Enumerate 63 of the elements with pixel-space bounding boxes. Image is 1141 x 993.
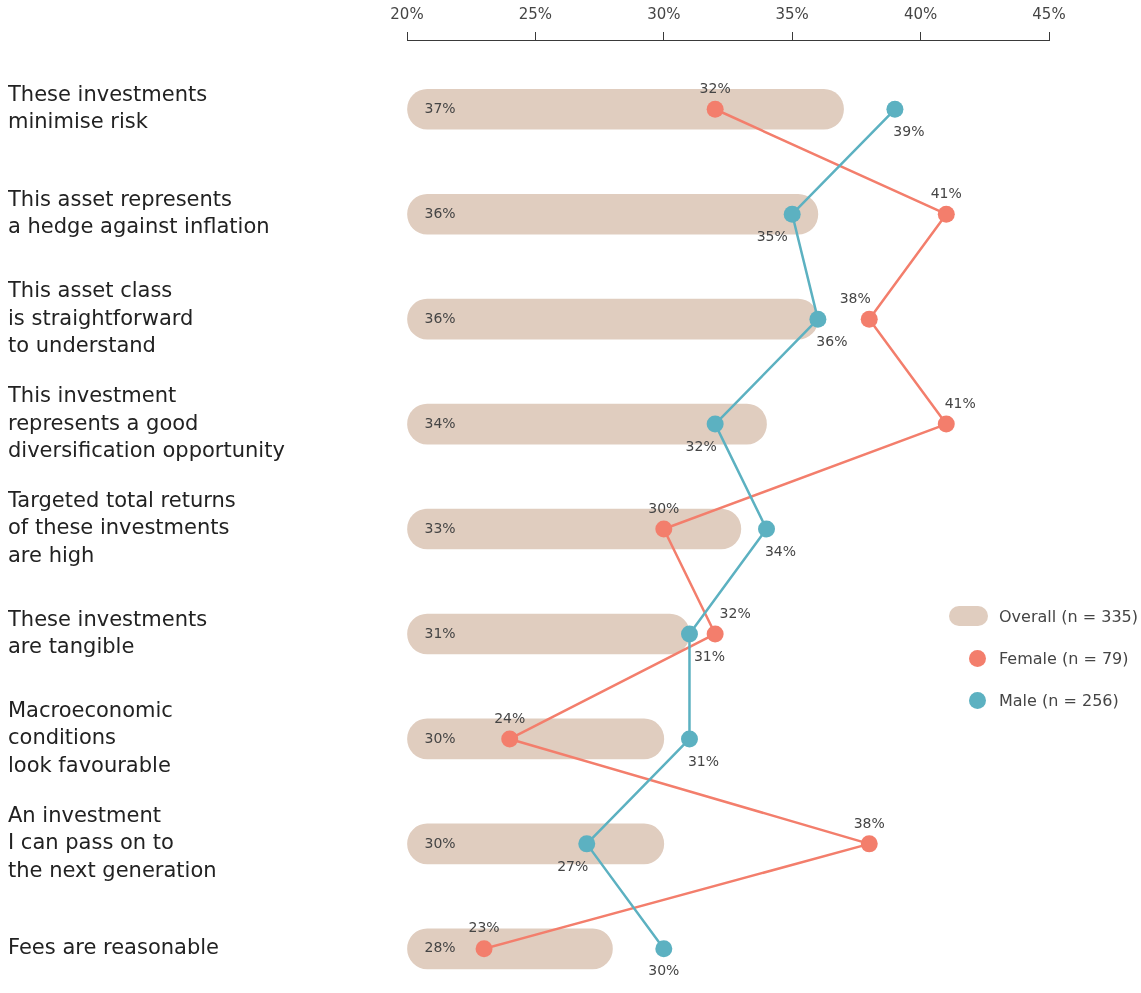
- point: [655, 940, 673, 958]
- point: [886, 100, 904, 118]
- point: [501, 730, 519, 748]
- data-label: 32%: [699, 79, 731, 96]
- point: [706, 100, 724, 118]
- data-label: 30%: [424, 834, 456, 851]
- data-label: 36%: [424, 204, 456, 221]
- data-label: 31%: [693, 647, 726, 664]
- point: [783, 205, 801, 223]
- y-tick-label: Fees are reasonable: [8, 935, 220, 960]
- point: [706, 625, 724, 643]
- legend-label: Female (n = 79): [999, 648, 1129, 668]
- data-label: 27%: [557, 857, 589, 874]
- point: [578, 835, 596, 853]
- point: [680, 730, 698, 748]
- data-label: 30%: [648, 962, 680, 979]
- point: [758, 520, 776, 538]
- data-label: 30%: [424, 729, 456, 746]
- point: [475, 940, 493, 958]
- data-label: 36%: [816, 332, 848, 349]
- point: [809, 310, 827, 328]
- data-label: 38%: [853, 814, 885, 831]
- data-label: 32%: [719, 604, 751, 621]
- y-tick-label: This investment represents a good diversification opportunity: [7, 383, 285, 462]
- x-tick-label: 45%: [1032, 4, 1066, 23]
- x-tick-label: 40%: [903, 4, 938, 23]
- x-tick-label: 35%: [775, 4, 809, 23]
- data-label: 41%: [944, 394, 976, 411]
- y-tick-label: An investment I can pass on to the next generation: [8, 803, 217, 882]
- point: [860, 835, 878, 853]
- data-label: 37%: [424, 99, 456, 116]
- data-label: 39%: [893, 122, 925, 139]
- legend-label: Overall (n = 335): [999, 606, 1139, 626]
- data-label: 35%: [756, 227, 788, 244]
- data-label: 23%: [468, 919, 500, 936]
- data-label: 28%: [424, 939, 456, 956]
- data-label: 32%: [685, 437, 717, 454]
- point: [680, 625, 698, 643]
- data-label: 38%: [839, 289, 871, 306]
- y-tick-label: This asset class is straightforward to understand: [7, 278, 194, 357]
- data-label: 34%: [764, 542, 797, 559]
- data-label: 30%: [648, 499, 680, 516]
- y-tick-label: These investments minimise risk: [7, 82, 208, 134]
- data-label: 36%: [424, 309, 456, 326]
- y-tick-label: These investments are tangible: [7, 606, 208, 659]
- x-tick-label: 30%: [647, 4, 681, 23]
- point: [937, 205, 955, 223]
- data-label: 34%: [424, 414, 456, 431]
- data-label: 24%: [494, 709, 526, 726]
- data-label: 33%: [424, 519, 456, 536]
- data-label: 41%: [930, 184, 962, 201]
- legend-label: Male (n = 256): [999, 690, 1119, 710]
- y-tick-label: This asset represents a hedge against inflation: [7, 187, 270, 239]
- x-tick-label: 25%: [518, 4, 553, 23]
- y-tick-label: Macroeconomic conditions look favourable: [8, 698, 173, 777]
- data-label: 31%: [424, 624, 456, 641]
- point: [937, 415, 955, 433]
- point: [655, 520, 673, 538]
- point: [860, 310, 878, 328]
- y-tick-label: Targeted total returns of these investments are high: [7, 488, 236, 567]
- data-label: 31%: [687, 752, 720, 769]
- x-tick-label: 20%: [390, 4, 424, 23]
- point: [706, 415, 724, 433]
